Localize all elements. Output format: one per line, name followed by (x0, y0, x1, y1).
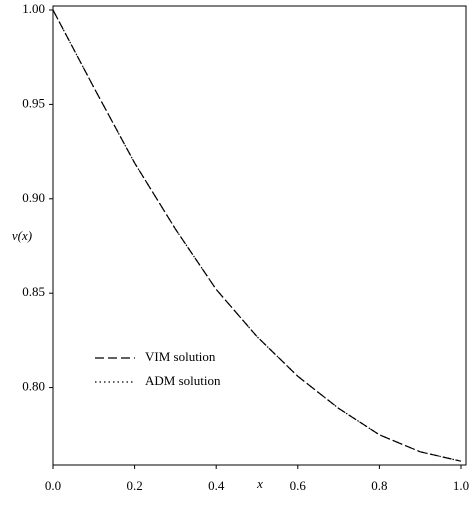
y-tick-label: 1.00 (22, 1, 45, 16)
y-tick-label: 0.95 (22, 95, 45, 110)
y-tick-label: 0.80 (22, 379, 45, 394)
y-axis-label: v(x) (12, 228, 32, 243)
x-tick-label: 0.0 (45, 478, 61, 493)
x-tick-label: 1.0 (453, 478, 469, 493)
x-tick-label: 0.6 (290, 478, 307, 493)
y-tick-label: 0.85 (22, 284, 45, 299)
series-line (52, 9, 462, 462)
legend-label: ADM solution (145, 373, 221, 388)
x-tick-label: 0.8 (371, 478, 387, 493)
x-tick-label: 0.2 (126, 478, 142, 493)
legend-label: VIM solution (145, 349, 216, 364)
plot-frame (52, 5, 467, 466)
x-tick-label: 0.4 (208, 478, 225, 493)
x-axis-label: x (256, 476, 263, 491)
y-tick-label: 0.90 (22, 190, 45, 205)
series-line (52, 9, 462, 462)
